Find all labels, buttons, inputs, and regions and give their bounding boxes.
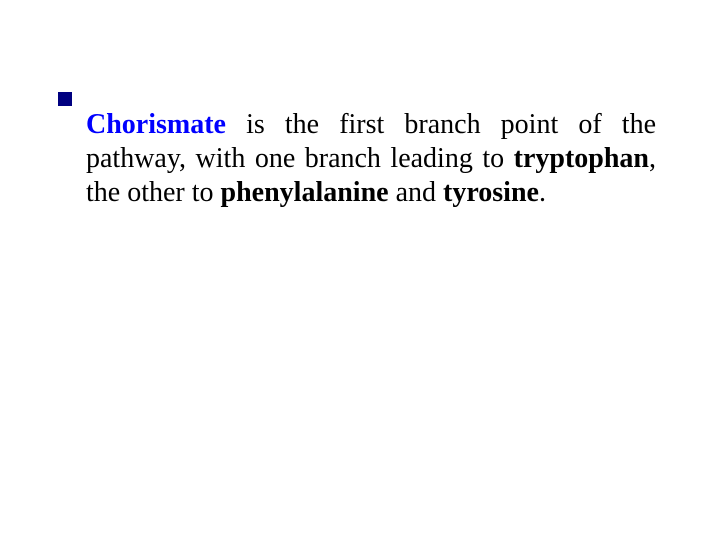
square-bullet-icon xyxy=(58,92,72,106)
content-box: Chorismate is the first branch point of … xyxy=(58,80,656,238)
keyword-tryptophan: tryptophan xyxy=(514,143,649,174)
text-segment: and xyxy=(389,177,443,208)
body-paragraph: Chorismate is the first branch point of … xyxy=(86,108,656,210)
keyword-chorismate: Chorismate xyxy=(86,109,226,140)
bullet-item: Chorismate is the first branch point of … xyxy=(58,80,656,238)
keyword-tyrosine: tyrosine xyxy=(443,177,539,208)
slide: Chorismate is the first branch point of … xyxy=(0,0,720,540)
keyword-phenylalanine: phenylalanine xyxy=(221,177,389,208)
text-segment: . xyxy=(539,177,546,208)
